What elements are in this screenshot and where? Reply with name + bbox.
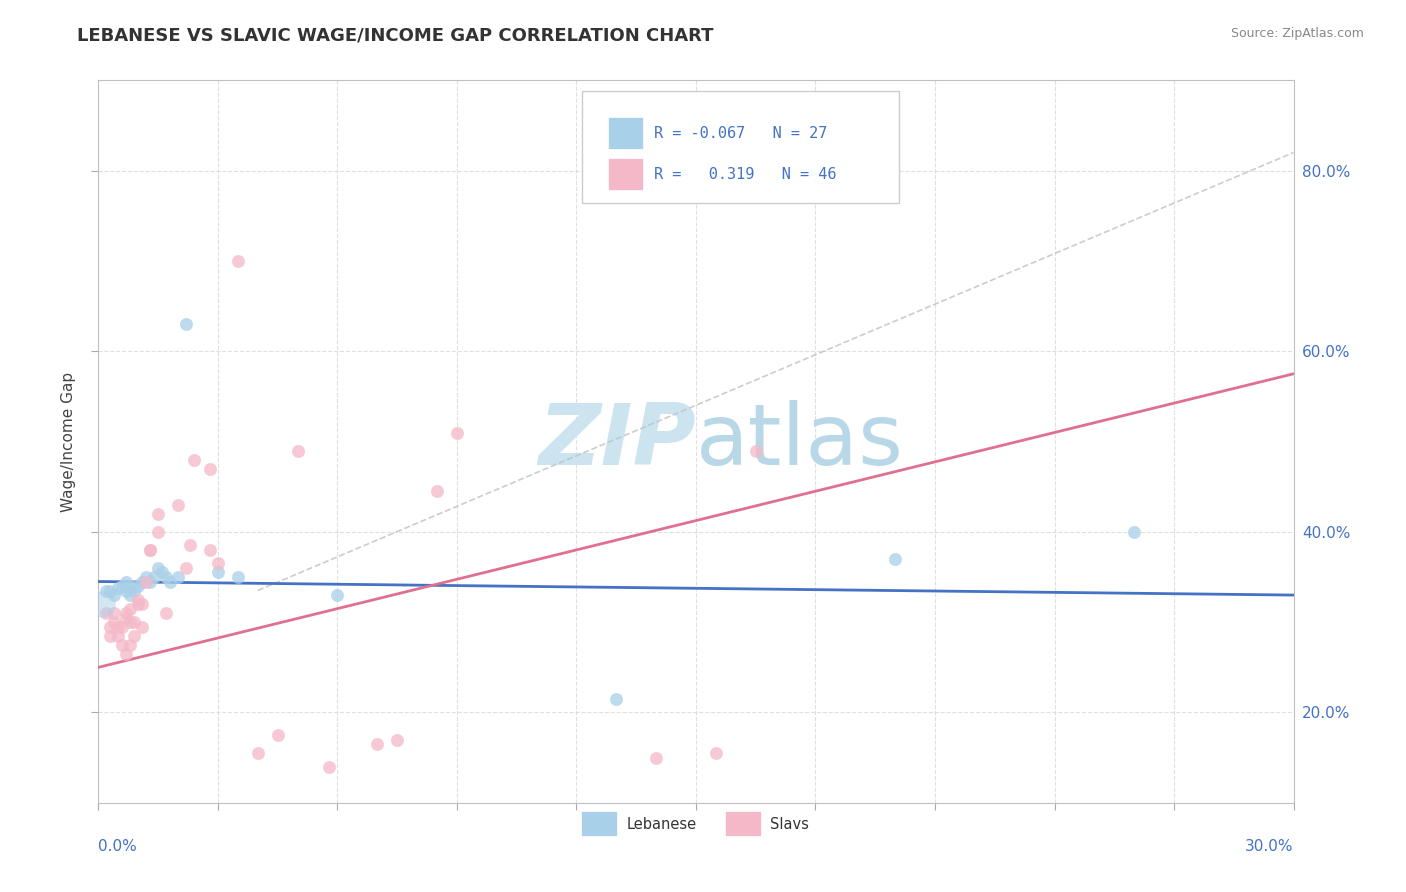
Point <box>385 732 409 747</box>
Point <box>98 583 122 598</box>
Text: atlas: atlas <box>696 400 904 483</box>
Point <box>115 606 138 620</box>
Point <box>179 538 201 552</box>
Point <box>111 620 134 634</box>
Point <box>120 579 142 593</box>
Point <box>183 452 205 467</box>
Point <box>120 615 142 630</box>
Point <box>131 574 153 589</box>
Point <box>135 574 157 589</box>
Point <box>207 557 229 571</box>
FancyBboxPatch shape <box>724 812 761 836</box>
Point <box>745 443 768 458</box>
Point <box>115 574 138 589</box>
Point <box>198 542 221 557</box>
Point <box>107 629 129 643</box>
Point <box>267 728 290 742</box>
Point <box>124 629 146 643</box>
Point <box>446 425 468 440</box>
Point <box>127 597 149 611</box>
Point <box>127 579 149 593</box>
Y-axis label: Wage/Income Gap: Wage/Income Gap <box>60 371 76 512</box>
Point <box>148 507 170 521</box>
Point <box>111 638 134 652</box>
Point <box>127 592 149 607</box>
Point <box>174 561 197 575</box>
Point <box>645 750 668 764</box>
Point <box>139 574 162 589</box>
Point <box>143 570 166 584</box>
Point <box>115 647 138 661</box>
Point <box>366 737 388 751</box>
Point <box>326 588 349 602</box>
Text: R =   0.319   N = 46: R = 0.319 N = 46 <box>654 167 837 182</box>
Point <box>124 583 146 598</box>
Point <box>226 253 249 268</box>
FancyBboxPatch shape <box>582 91 900 203</box>
Point <box>246 746 269 760</box>
Text: ZIP: ZIP <box>538 400 696 483</box>
Point <box>115 583 138 598</box>
Point <box>120 601 142 615</box>
Point <box>148 524 170 539</box>
Point <box>98 629 122 643</box>
Point <box>103 606 125 620</box>
Point <box>115 610 138 624</box>
Point <box>111 579 134 593</box>
Text: LEBANESE VS SLAVIC WAGE/INCOME GAP CORRELATION CHART: LEBANESE VS SLAVIC WAGE/INCOME GAP CORRE… <box>77 27 714 45</box>
Point <box>120 588 142 602</box>
Point <box>103 615 125 630</box>
Point <box>1123 524 1146 539</box>
Point <box>131 620 153 634</box>
Point <box>287 443 309 458</box>
Point <box>426 484 449 499</box>
Point <box>131 597 153 611</box>
FancyBboxPatch shape <box>607 158 644 190</box>
Point <box>107 581 129 595</box>
Point <box>91 597 114 611</box>
FancyBboxPatch shape <box>581 812 617 836</box>
Text: 30.0%: 30.0% <box>1246 838 1294 854</box>
Point <box>139 542 162 557</box>
Point <box>167 570 190 584</box>
Point <box>150 566 173 580</box>
Point <box>124 615 146 630</box>
Point <box>98 620 122 634</box>
Text: R = -0.067   N = 27: R = -0.067 N = 27 <box>654 126 828 141</box>
Point <box>174 317 197 331</box>
Point <box>159 574 181 589</box>
Point <box>167 498 190 512</box>
Point <box>155 606 177 620</box>
Text: 0.0%: 0.0% <box>98 838 138 854</box>
FancyBboxPatch shape <box>607 117 644 149</box>
Point <box>207 566 229 580</box>
Point <box>226 570 249 584</box>
Point <box>107 620 129 634</box>
Point <box>884 552 907 566</box>
Point <box>103 588 125 602</box>
Point <box>120 638 142 652</box>
Point <box>96 583 118 598</box>
Point <box>704 746 727 760</box>
Point <box>155 570 177 584</box>
Point <box>96 606 118 620</box>
Point <box>148 561 170 575</box>
Point <box>605 692 627 706</box>
Point <box>318 760 340 774</box>
Point <box>135 570 157 584</box>
Text: Source: ZipAtlas.com: Source: ZipAtlas.com <box>1230 27 1364 40</box>
Point <box>139 542 162 557</box>
Point <box>198 461 221 475</box>
Text: Lebanese: Lebanese <box>627 817 697 832</box>
Text: Slavs: Slavs <box>770 817 808 832</box>
